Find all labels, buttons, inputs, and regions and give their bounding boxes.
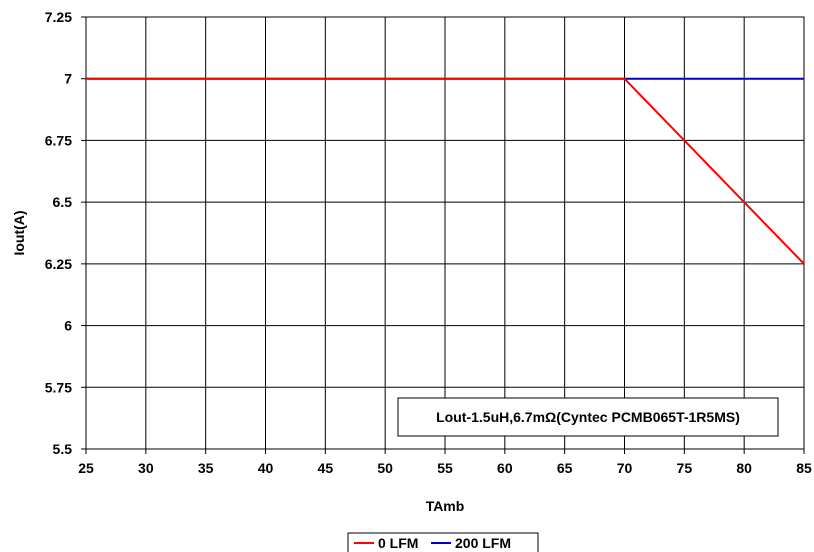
x-tick-label: 30 <box>138 460 154 476</box>
x-tick-label: 45 <box>318 460 334 476</box>
x-tick-label: 50 <box>377 460 393 476</box>
y-tick-label: 5.5 <box>53 441 73 457</box>
x-tick-label: 40 <box>258 460 274 476</box>
x-tick-label: 80 <box>736 460 752 476</box>
y-tick-label: 6.25 <box>45 256 72 272</box>
annotation-box: Lout-1.5uH,6.7mΩ(Cyntec PCMB065T-1R5MS) <box>397 397 779 437</box>
x-tick-label: 85 <box>796 460 812 476</box>
y-axis-title: Iout(A) <box>11 210 27 255</box>
y-axis-ticks: 5.5 5.75 6 6.25 6.5 6.75 7 7.25 <box>45 9 86 457</box>
x-tick-label: 35 <box>198 460 214 476</box>
legend: 0 LFM 200 LFM <box>347 532 539 552</box>
x-axis-ticks: 25 30 35 40 45 50 55 60 65 70 75 80 85 <box>78 449 812 476</box>
y-tick-label: 6 <box>64 318 72 334</box>
y-tick-label: 6.75 <box>45 132 72 148</box>
series-lines <box>86 77 805 265</box>
y-tick-label: 6.5 <box>53 194 73 210</box>
legend-label: 200 LFM <box>455 535 511 551</box>
annotation-text: Lout-1.5uH,6.7mΩ(Cyntec PCMB065T-1R5MS) <box>436 409 740 425</box>
y-tick-label: 5.75 <box>45 379 72 395</box>
series-line-0-lfm <box>86 77 805 265</box>
x-tick-label: 55 <box>437 460 453 476</box>
x-tick-label: 65 <box>557 460 573 476</box>
x-tick-label: 75 <box>677 460 693 476</box>
x-axis-title: TAmb <box>426 498 465 514</box>
y-tick-label: 7.25 <box>45 9 72 25</box>
x-tick-label: 60 <box>497 460 513 476</box>
x-tick-label: 70 <box>617 460 633 476</box>
y-tick-label: 7 <box>64 71 72 87</box>
legend-label: 0 LFM <box>378 535 418 551</box>
x-tick-label: 25 <box>78 460 94 476</box>
